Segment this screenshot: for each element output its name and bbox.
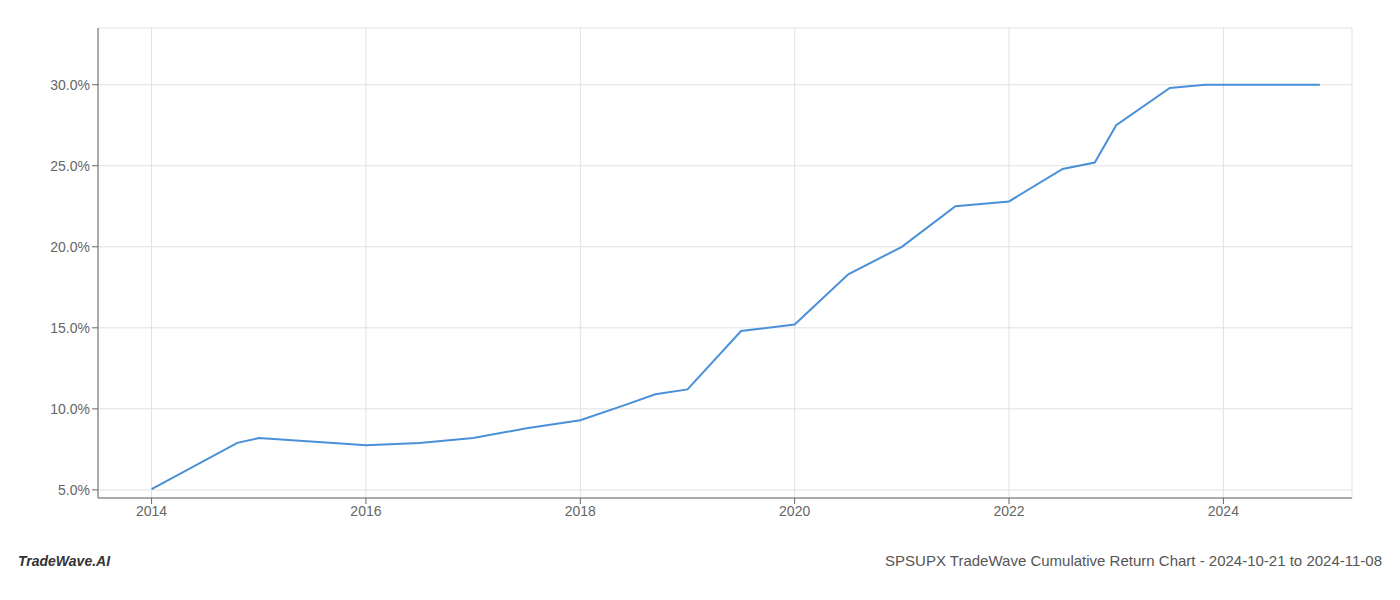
svg-text:2022: 2022 bbox=[993, 503, 1024, 519]
svg-text:2018: 2018 bbox=[565, 503, 596, 519]
svg-text:2014: 2014 bbox=[136, 503, 167, 519]
svg-text:10.0%: 10.0% bbox=[50, 401, 90, 417]
svg-text:30.0%: 30.0% bbox=[50, 77, 90, 93]
svg-text:2020: 2020 bbox=[779, 503, 810, 519]
svg-text:5.0%: 5.0% bbox=[58, 482, 90, 498]
html-text:TradeWave.AI: TradeWave.AI bbox=[18, 553, 111, 569]
svg-text:2016: 2016 bbox=[350, 503, 381, 519]
svg-text:2024: 2024 bbox=[1208, 503, 1239, 519]
html-text:SPSUPX TradeWave Cumulative Re: SPSUPX TradeWave Cumulative Return Chart… bbox=[885, 552, 1382, 569]
svg-text:25.0%: 25.0% bbox=[50, 158, 90, 174]
svg-text:15.0%: 15.0% bbox=[50, 320, 90, 336]
svg-text:20.0%: 20.0% bbox=[50, 239, 90, 255]
